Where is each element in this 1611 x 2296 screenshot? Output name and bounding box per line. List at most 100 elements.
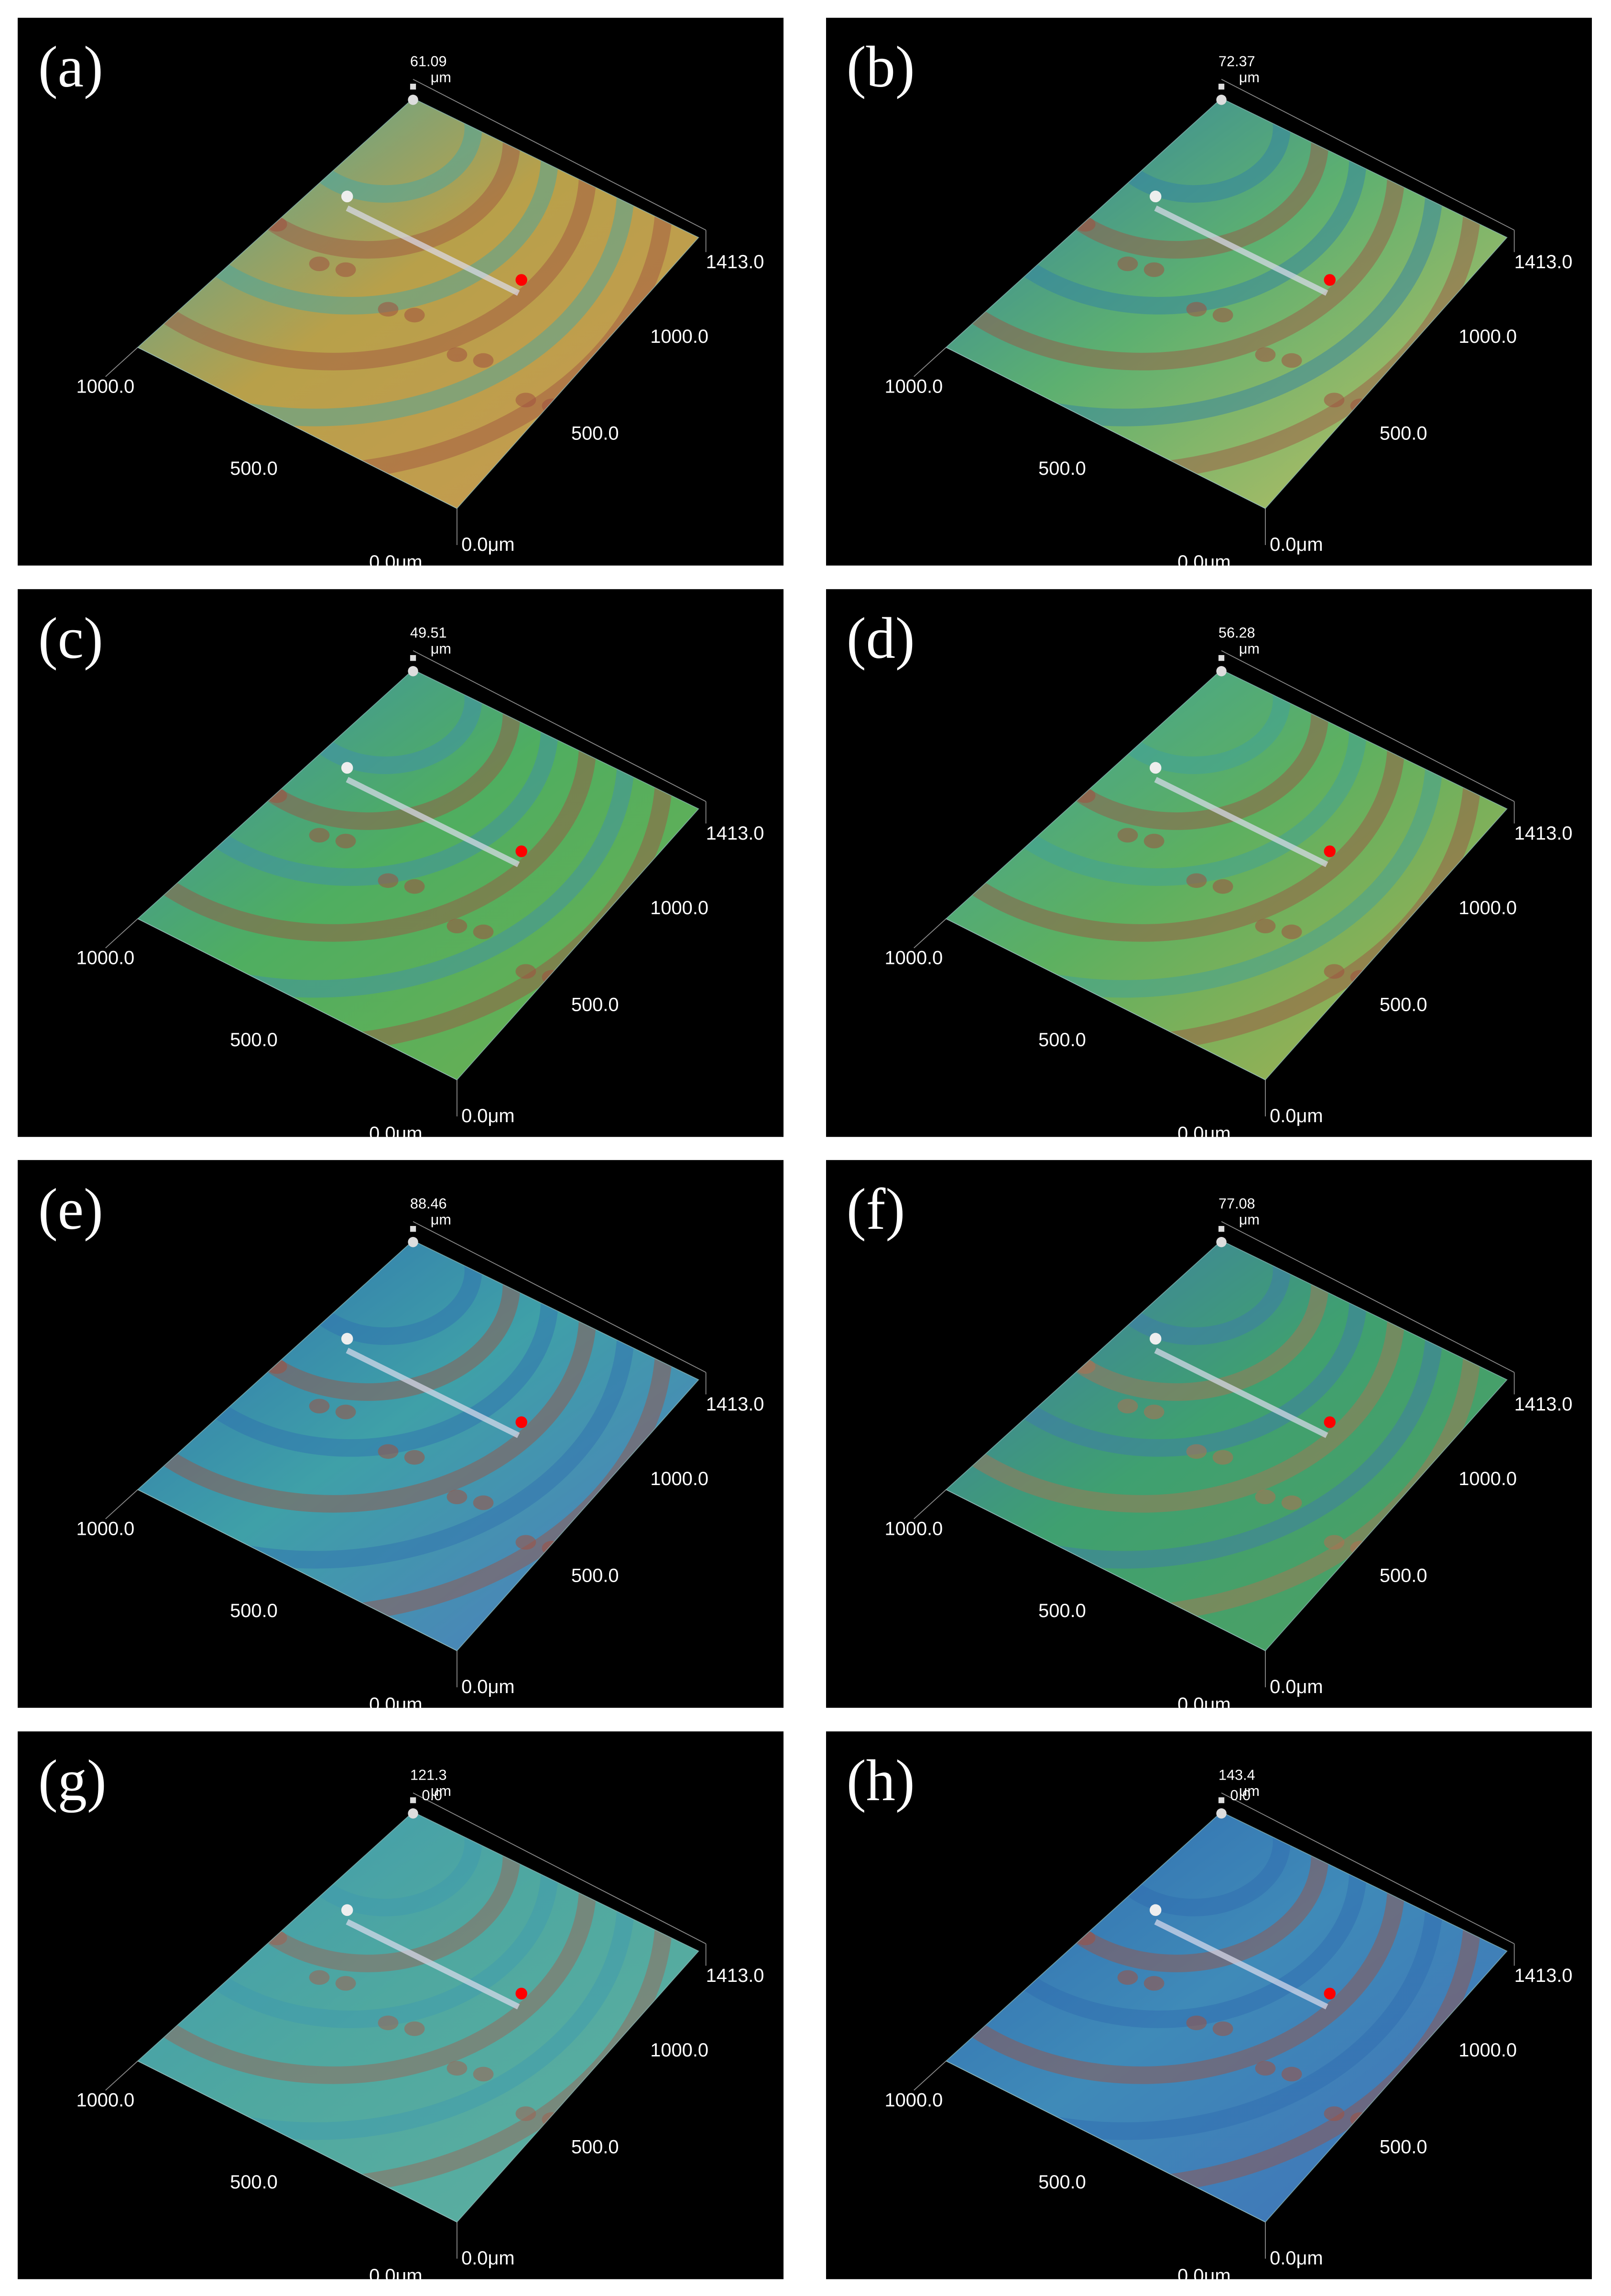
spot bbox=[1212, 1450, 1233, 1465]
y-tick-label: 0.0μm bbox=[461, 1105, 514, 1126]
axis-line bbox=[105, 1489, 138, 1520]
spot bbox=[473, 2066, 494, 2082]
panel-label: (c) bbox=[38, 606, 103, 671]
z-marker-top bbox=[410, 1797, 416, 1804]
y-tick-label: 0.0μm bbox=[1270, 534, 1323, 555]
spot bbox=[1324, 393, 1345, 407]
panel-label: (e) bbox=[38, 1177, 103, 1242]
z-marker bbox=[408, 1237, 418, 1247]
spot bbox=[1117, 1399, 1138, 1414]
profile-line bbox=[346, 1919, 520, 2010]
surface bbox=[138, 1240, 699, 1651]
end-marker bbox=[515, 274, 527, 286]
spot bbox=[473, 353, 494, 368]
spot bbox=[378, 2015, 399, 2031]
spot bbox=[515, 1535, 536, 1550]
y-tick-label: 1000.0 bbox=[650, 897, 708, 918]
spot bbox=[1186, 873, 1207, 888]
z-max: 121.3 bbox=[410, 1767, 447, 1783]
spot bbox=[404, 879, 425, 894]
start-marker bbox=[1149, 190, 1162, 203]
spot bbox=[1255, 918, 1276, 934]
start-marker bbox=[1149, 1333, 1162, 1345]
spot bbox=[1281, 924, 1302, 940]
spot bbox=[473, 1495, 494, 1510]
axis-line bbox=[413, 1221, 707, 1373]
surface bbox=[138, 669, 699, 1080]
spot bbox=[515, 964, 536, 979]
z-max: 88.46 bbox=[410, 1195, 447, 1212]
surface bbox=[138, 98, 699, 509]
y-tick-label: 500.0 bbox=[571, 1565, 619, 1586]
z-marker-top bbox=[1218, 1226, 1225, 1232]
surface-edge bbox=[137, 1240, 699, 1651]
surface-edge bbox=[945, 98, 1508, 509]
z-marker-top bbox=[1218, 84, 1225, 90]
z-unit: μm bbox=[431, 641, 451, 657]
z-marker-top bbox=[1218, 1797, 1225, 1804]
axis-line bbox=[914, 1489, 947, 1520]
z-unit: μm bbox=[1239, 69, 1260, 86]
y-tick-label: 500.0 bbox=[1380, 2136, 1427, 2157]
surface bbox=[946, 98, 1507, 509]
y-tick-label: 0.0μm bbox=[1270, 1676, 1323, 1697]
spot bbox=[473, 924, 494, 940]
end-marker bbox=[1324, 274, 1336, 286]
surface bbox=[946, 669, 1507, 1080]
y-tick-label: 1000.0 bbox=[1459, 897, 1517, 918]
x-tick-label: 500.0 bbox=[1038, 1029, 1086, 1050]
z-max: 56.28 bbox=[1219, 624, 1255, 641]
z-marker bbox=[1216, 666, 1227, 677]
profile-line bbox=[1154, 776, 1328, 867]
x-tick-label: 0.0μm bbox=[369, 552, 422, 566]
spot bbox=[1212, 879, 1233, 894]
y-tick-label: 0.0μm bbox=[461, 1676, 514, 1697]
start-marker bbox=[341, 1333, 353, 1345]
y-tick-label: 0.0μm bbox=[461, 534, 514, 555]
spot bbox=[1186, 1444, 1207, 1459]
z-marker bbox=[408, 666, 418, 677]
x-tick-label: 1000.0 bbox=[76, 947, 135, 968]
surface-edge bbox=[137, 98, 699, 509]
spot bbox=[1143, 1976, 1165, 1991]
profile-line bbox=[1154, 205, 1328, 296]
panel-label: (b) bbox=[847, 34, 915, 99]
z-max: 61.09 bbox=[410, 53, 447, 69]
x-tick-label: 1000.0 bbox=[76, 376, 135, 397]
axis-line bbox=[914, 2060, 947, 2091]
z-max: 143.4 bbox=[1219, 1767, 1255, 1783]
spot bbox=[335, 833, 356, 849]
end-marker bbox=[515, 1988, 527, 2000]
profile-line bbox=[1154, 1919, 1328, 2010]
axis-line bbox=[914, 918, 947, 949]
spot bbox=[404, 2021, 425, 2036]
x-tick-label: 1000.0 bbox=[885, 947, 943, 968]
axis-line bbox=[413, 79, 707, 231]
x-tick-label: 0.0μm bbox=[1177, 552, 1230, 566]
x-tick-label: 500.0 bbox=[230, 2172, 278, 2193]
spot bbox=[309, 1970, 330, 1985]
z-unit: μm bbox=[431, 1212, 451, 1228]
y-tick-label: 500.0 bbox=[1380, 994, 1427, 1015]
surface-edge bbox=[945, 669, 1508, 1081]
start-marker bbox=[1149, 762, 1162, 774]
spot bbox=[515, 2106, 536, 2121]
x-tick-label: 500.0 bbox=[230, 458, 278, 479]
y-tick-label: 1413.0 bbox=[706, 1965, 764, 1986]
axis-line bbox=[105, 2060, 138, 2091]
spot bbox=[404, 307, 425, 323]
spot bbox=[1186, 302, 1207, 317]
spot bbox=[515, 393, 536, 407]
y-tick-label: 1413.0 bbox=[706, 1394, 764, 1415]
surface bbox=[138, 1812, 699, 2222]
spot bbox=[1324, 1535, 1345, 1550]
profile-line bbox=[1154, 1347, 1328, 1438]
spot bbox=[1117, 256, 1138, 272]
z-max: 72.37 bbox=[1219, 53, 1255, 69]
z-marker bbox=[1216, 1237, 1227, 1247]
x-tick-label: 0.0μm bbox=[369, 2265, 422, 2279]
